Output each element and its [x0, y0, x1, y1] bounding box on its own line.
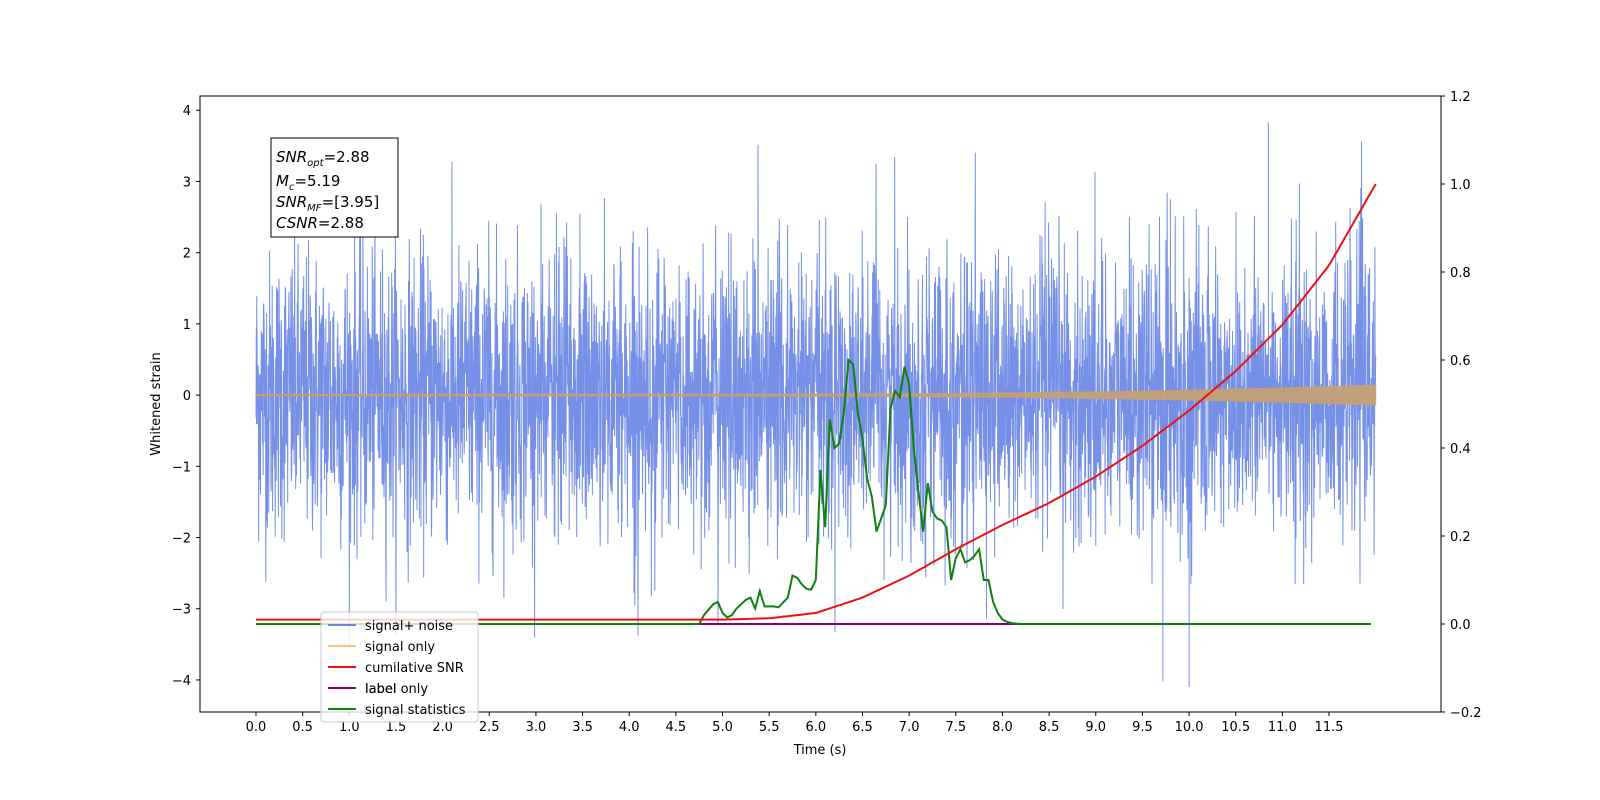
y2-tick-label: 1.0	[1450, 178, 1471, 193]
annotation-line-snr-opt: SNRopt=2.88	[276, 148, 370, 169]
y-tick-label: 1	[183, 318, 191, 333]
y2-tick-label: 0.2	[1450, 530, 1471, 545]
plot-frame	[199, 95, 1442, 713]
x-tick-label: 1.5	[386, 720, 407, 735]
annotation-line-mc: Mc=5.19	[276, 172, 340, 193]
x-tick-label: 5.0	[712, 720, 733, 735]
x-tick-label: 4.5	[666, 720, 687, 735]
x-tick-label: 8.5	[1039, 720, 1060, 735]
y-tick-label: 3	[183, 175, 191, 190]
svg-text:signal only: signal only	[365, 640, 435, 655]
x-tick-label: 10.5	[1221, 720, 1250, 735]
legend-entry-label: label only label	[328, 682, 428, 697]
series-signal-plus-noise	[255, 122, 1377, 688]
y2-tick-label: 1.2	[1450, 90, 1471, 105]
y2-axis-ticks: 1.2 1.0 0.8 0.6 0.4 0.2 0.0 −0.2	[1441, 90, 1482, 721]
annotation-line-csnr: CSNR=2.88	[276, 214, 364, 232]
y2-tick-label: 0.6	[1450, 354, 1471, 369]
y-axis-ticks: 4 3 2 1 0 −1 −2 −3 −4	[172, 104, 200, 689]
svg-text:signal statistics: signal statistics	[365, 703, 466, 718]
y-tick-label: −4	[172, 674, 191, 689]
x-tick-label: 1.0	[339, 720, 360, 735]
y-tick-label: −1	[172, 460, 191, 475]
legend-entry-signal-statistics: signal statistics	[328, 703, 466, 718]
x-tick-label: 11.0	[1268, 720, 1297, 735]
y2-tick-label: −0.2	[1450, 706, 1482, 721]
y-tick-label: 0	[183, 389, 191, 404]
x-tick-label: 10.0	[1175, 720, 1204, 735]
legend-entry-signal-only: signal only	[328, 640, 435, 655]
x-tick-label: 2.5	[479, 720, 500, 735]
x-tick-label: 9.0	[1085, 720, 1106, 735]
y-tick-label: 4	[183, 104, 191, 119]
x-tick-label: 2.0	[432, 720, 453, 735]
y2-tick-label: 0.8	[1450, 266, 1471, 281]
x-tick-label: 3.5	[572, 720, 593, 735]
annotation-box: SNRopt=2.88 Mc=5.19 SNRMF=[3.95] CSNR=2.…	[270, 137, 399, 238]
annotation-line-snr-mf: SNRMF=[3.95]	[276, 193, 379, 214]
x-tick-label: 9.5	[1132, 720, 1153, 735]
x-tick-label: 5.5	[759, 720, 780, 735]
x-tick-label: 6.5	[852, 720, 873, 735]
svg-text:cumilative SNR: cumilative SNR	[365, 661, 464, 676]
y-axis-label: Whitened strain	[149, 352, 164, 455]
series-signal-only	[255, 384, 1377, 406]
svg-text:signal+ noise: signal+ noise	[365, 619, 453, 634]
x-tick-label: 7.0	[899, 720, 920, 735]
y2-tick-label: 0.0	[1450, 618, 1471, 633]
x-tick-label: 0.0	[246, 720, 267, 735]
x-tick-label: 11.5	[1315, 720, 1344, 735]
x-tick-label: 3.0	[526, 720, 547, 735]
x-tick-label: 0.5	[292, 720, 313, 735]
x-tick-label: 4.0	[619, 720, 640, 735]
x-tick-label: 6.0	[805, 720, 826, 735]
x-tick-label: 8.0	[992, 720, 1013, 735]
x-axis-label: Time (s)	[793, 743, 847, 758]
legend-entry-cumilative-snr: cumilative SNR	[328, 661, 464, 676]
x-axis-ticks: 0.0 0.5 1.0 1.5 2.0 2.5 3.0 3.5 4.0 4.5 5.0 5.5 6.0 6…	[246, 712, 1344, 735]
legend-hidden-text: label only	[365, 682, 428, 697]
y2-tick-label: 0.4	[1450, 442, 1471, 457]
svg-text:label: label	[365, 682, 396, 697]
series-signal-statistics	[256, 357, 1371, 625]
y-tick-label: −2	[172, 532, 191, 547]
y-tick-label: −3	[172, 603, 191, 618]
legend: signal+ noise signal only cumilative SNR…	[320, 611, 479, 723]
x-tick-label: 7.5	[945, 720, 966, 735]
y-tick-label: 2	[183, 247, 191, 262]
legend-entry-signal-plus-noise: signal+ noise	[328, 619, 453, 634]
